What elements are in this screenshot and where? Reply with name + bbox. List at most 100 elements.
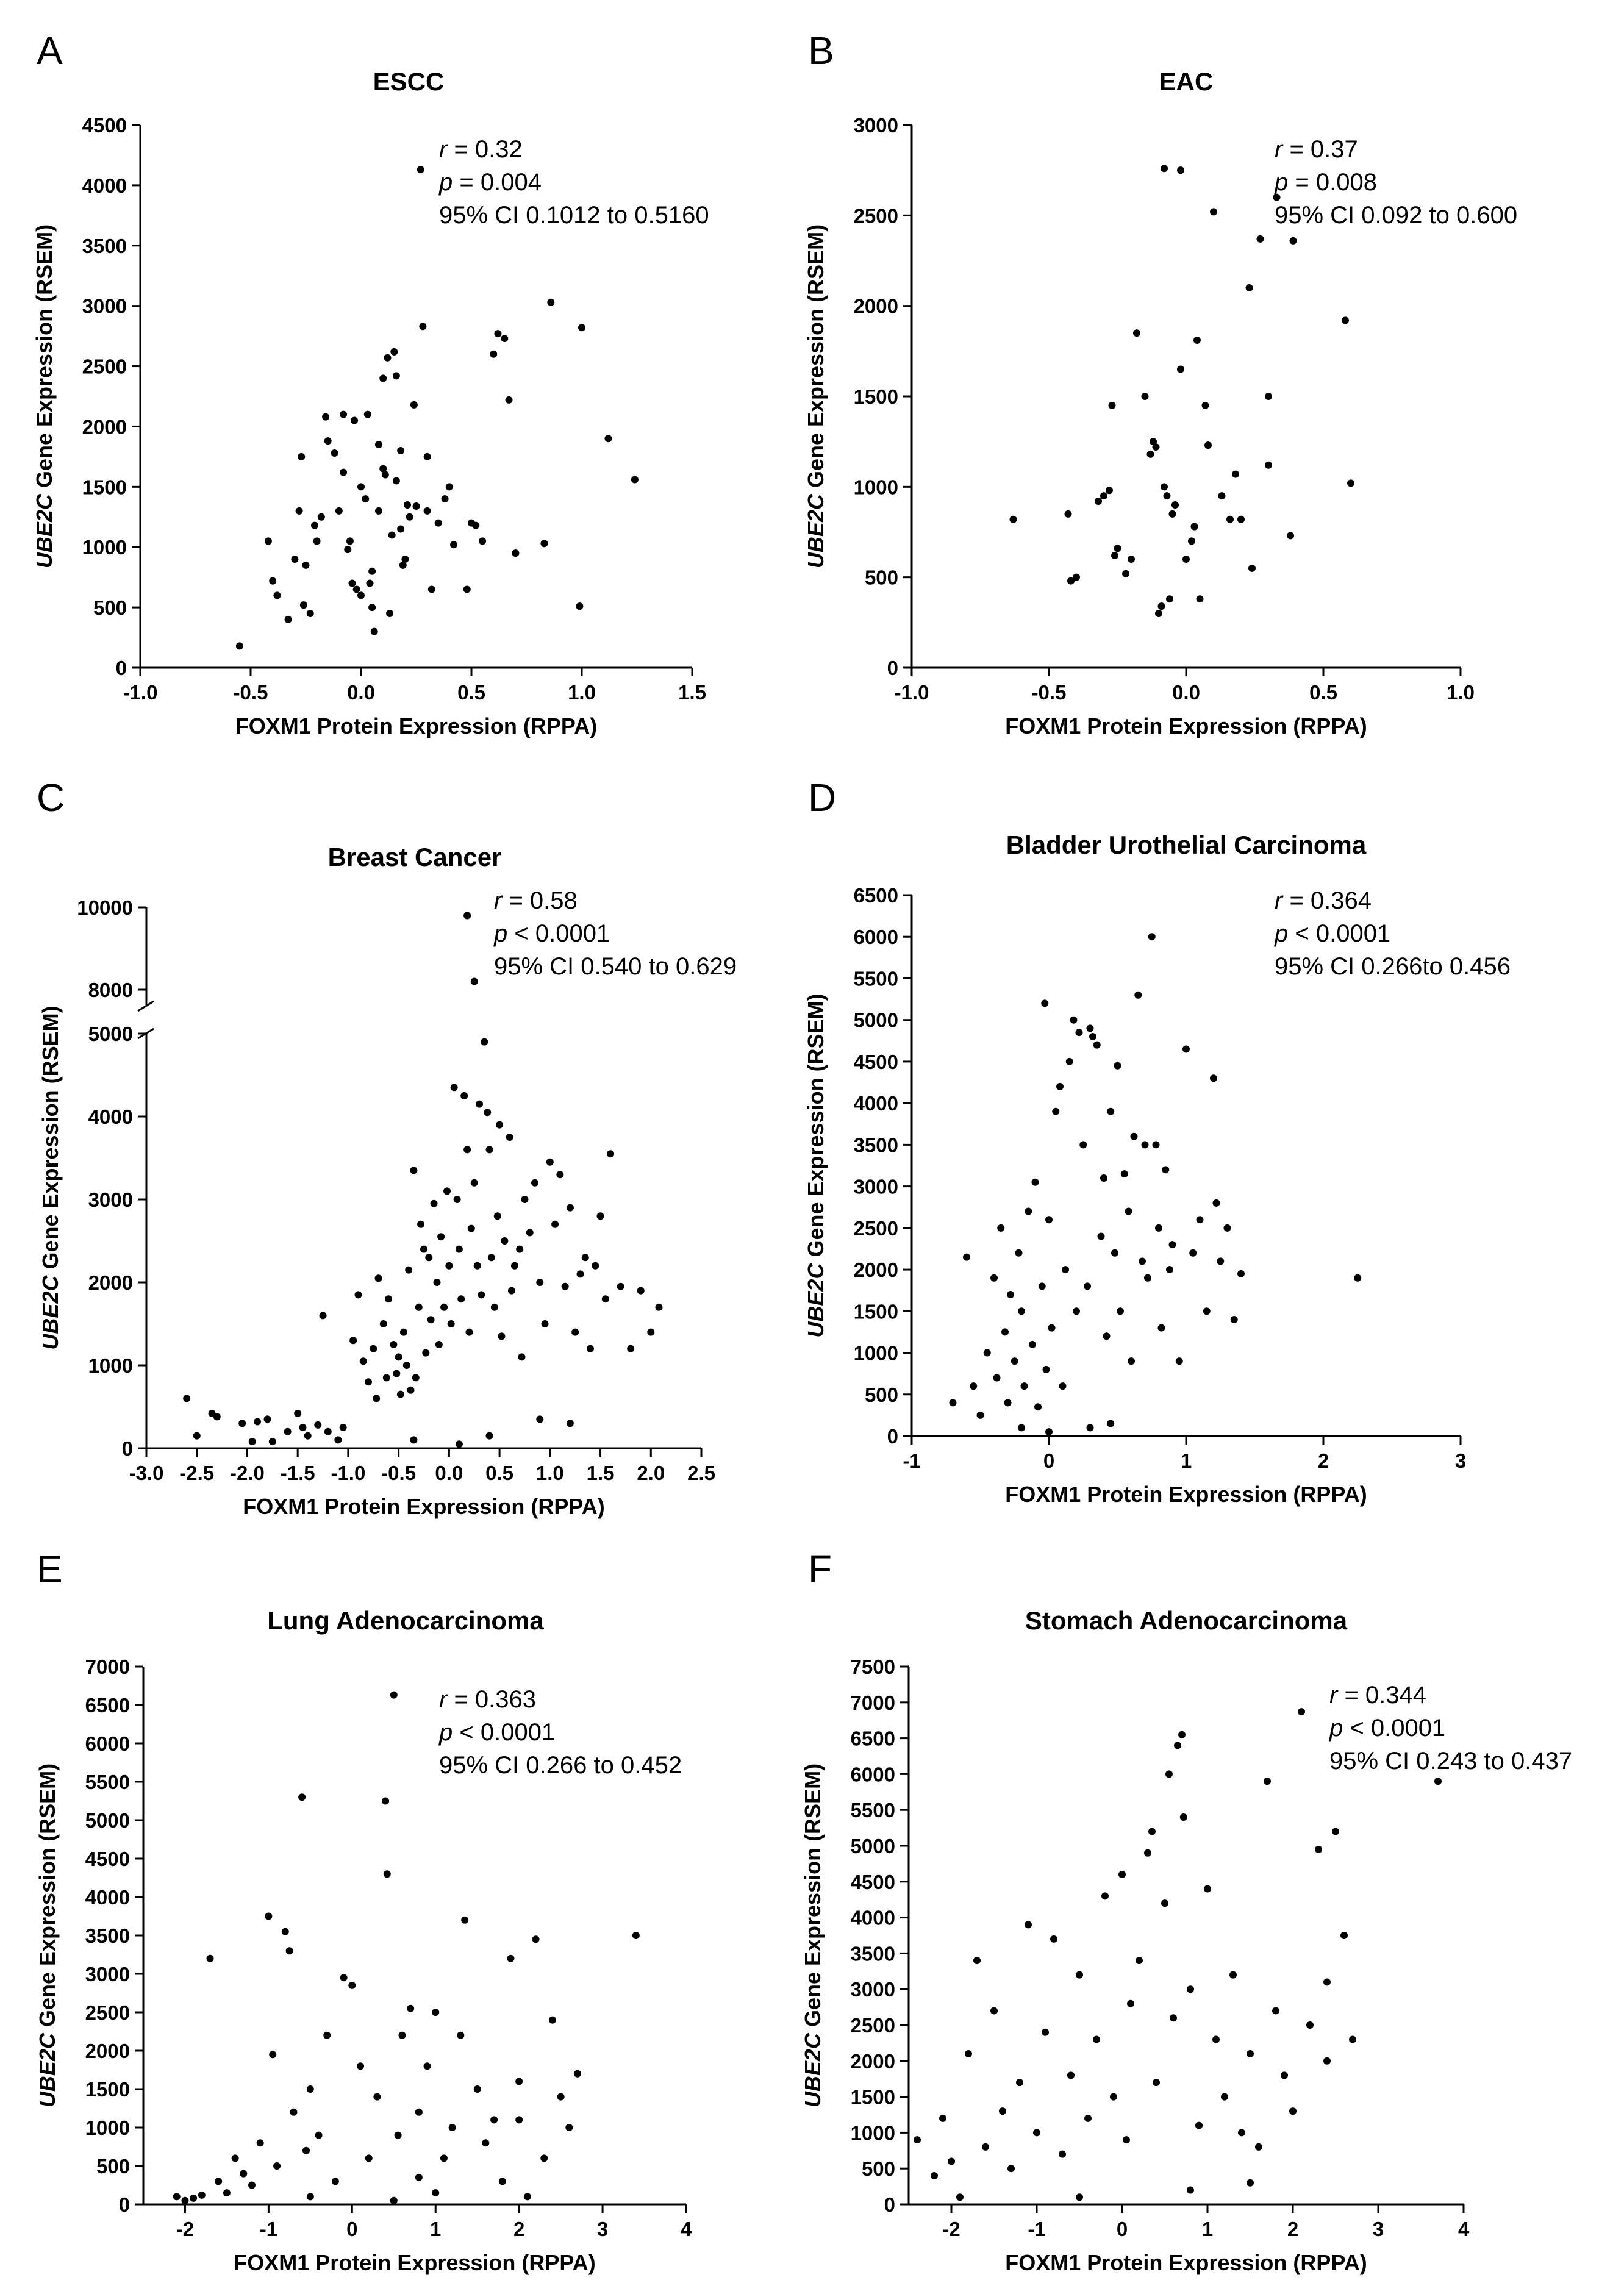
- data-point: [1148, 1828, 1156, 1835]
- y-tick-label: 2000: [851, 2050, 895, 2073]
- y-tick-label: 5500: [854, 967, 898, 990]
- data-point: [399, 1328, 407, 1336]
- data-point: [536, 1415, 544, 1423]
- data-point: [1009, 515, 1017, 523]
- data-point: [1097, 1232, 1105, 1240]
- data-point: [1182, 1045, 1190, 1053]
- data-point: [490, 350, 498, 358]
- data-point: [181, 2196, 189, 2204]
- data-point: [193, 1432, 201, 1440]
- x-tick-label: -0.5: [381, 1462, 416, 1484]
- panel-label: A: [37, 29, 63, 73]
- data-point: [1170, 2014, 1177, 2022]
- data-point: [420, 1245, 427, 1253]
- data-point: [394, 2131, 402, 2139]
- data-point: [1166, 1266, 1173, 1274]
- data-point: [973, 1957, 981, 1965]
- x-tick-label: 0.0: [435, 1462, 463, 1484]
- y-tick-label: 4000: [85, 1886, 130, 1909]
- data-point: [390, 1691, 398, 1699]
- data-point: [1201, 401, 1209, 409]
- data-point: [949, 1399, 957, 1407]
- stat-p-symbol: p: [438, 1719, 453, 1746]
- data-point: [370, 627, 378, 635]
- data-point: [1079, 1141, 1087, 1149]
- data-point: [1015, 1249, 1023, 1257]
- stat-r-value: = 0.344: [1337, 1682, 1426, 1709]
- y-tick-label: 500: [865, 566, 898, 589]
- data-point: [348, 579, 356, 587]
- data-point: [931, 2171, 938, 2179]
- data-point: [1001, 1328, 1009, 1336]
- data-point: [521, 1196, 529, 1203]
- data-point: [348, 1981, 356, 1989]
- data-point: [386, 610, 394, 617]
- data-point: [447, 1320, 455, 1327]
- y-axis-label-gene: UBE2C: [35, 2032, 60, 2107]
- data-point: [531, 1179, 538, 1187]
- data-point: [485, 1146, 493, 1154]
- data-point: [914, 2136, 921, 2144]
- data-point: [1141, 1141, 1149, 1149]
- y-axis-label-rest: Gene Expression (RSEM): [35, 1763, 60, 2033]
- y-tick-label: 4000: [854, 1092, 898, 1115]
- data-point: [407, 1386, 415, 1394]
- panel-label: D: [808, 776, 836, 820]
- y-tick-label: 2500: [854, 204, 898, 227]
- data-point: [510, 1262, 518, 1270]
- y-tick-label: 5000: [851, 1835, 895, 1857]
- data-point: [1048, 1324, 1056, 1332]
- data-point: [1018, 1424, 1025, 1432]
- data-point: [993, 1374, 1001, 1382]
- data-point: [1256, 235, 1264, 243]
- data-point: [1315, 1845, 1322, 1853]
- stat-p-value: < 0.0001: [453, 1719, 555, 1746]
- y-tick-label: 4000: [82, 174, 127, 197]
- x-tick-label: 4: [681, 2218, 692, 2240]
- data-point: [313, 537, 321, 545]
- data-point: [238, 1420, 246, 1427]
- stat-p: p = 0.008: [1274, 169, 1377, 196]
- stat-r-symbol: r: [494, 887, 503, 914]
- data-point: [190, 2194, 198, 2202]
- stat-r: r = 0.32: [439, 136, 523, 163]
- y-tick-label: 4000: [851, 1907, 895, 1929]
- data-point: [1086, 1424, 1094, 1432]
- data-point: [1059, 2150, 1066, 2158]
- stat-r-value: = 0.364: [1282, 887, 1372, 914]
- data-point: [617, 1282, 624, 1290]
- data-point: [479, 537, 487, 545]
- data-point: [432, 2189, 440, 2197]
- x-axis-label: FOXM1 Protein Expression (RPPA): [243, 1494, 604, 1519]
- data-point: [1128, 1357, 1135, 1365]
- y-tick-label: 3000: [88, 1188, 133, 1211]
- data-point: [346, 537, 354, 545]
- y-tick-label: 500: [865, 1384, 898, 1406]
- data-point: [1144, 1849, 1151, 1857]
- data-point: [592, 1262, 599, 1270]
- x-tick-label: 1.5: [587, 1462, 615, 1484]
- y-tick-label: 2000: [88, 1271, 133, 1294]
- data-point: [334, 1436, 342, 1444]
- data-point: [340, 468, 348, 476]
- panel-label: E: [37, 1547, 63, 1591]
- data-point: [1189, 1249, 1197, 1257]
- x-tick-label: -1: [903, 1449, 920, 1472]
- y-tick-label: 6000: [854, 926, 898, 948]
- stat-r-symbol: r: [1275, 887, 1284, 914]
- data-point: [1265, 393, 1272, 400]
- data-point: [1434, 1778, 1442, 1785]
- data-point: [302, 2146, 310, 2154]
- y-tick-label: 5500: [851, 1799, 895, 1821]
- data-point: [362, 495, 370, 503]
- data-point: [298, 452, 306, 460]
- stat-ci: 95% CI 0.266 to 0.452: [439, 1752, 682, 1779]
- x-tick-label: 4: [1458, 2218, 1470, 2240]
- data-point: [457, 1295, 465, 1303]
- data-point: [1161, 165, 1168, 173]
- data-point: [1042, 2028, 1049, 2036]
- data-point: [323, 2031, 331, 2039]
- data-point: [440, 1303, 448, 1311]
- data-point: [425, 1254, 433, 1262]
- data-point: [515, 2078, 523, 2085]
